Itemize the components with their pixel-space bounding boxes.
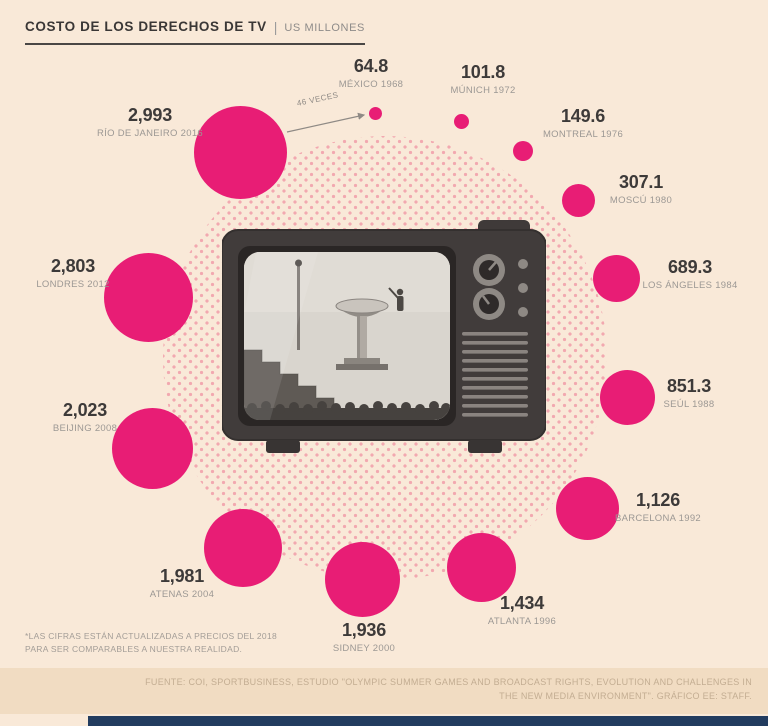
source-text: FUENTE: COI, SPORTBUSINESS, ESTUDIO "OLY… xyxy=(145,677,752,701)
bubble-label-moscu-1980: 307.1 MOSCÚ 1980 xyxy=(571,173,711,206)
bubble-value: 1,981 xyxy=(159,566,205,586)
tv-knob-lower xyxy=(473,288,505,320)
tv-knob-upper xyxy=(473,254,505,286)
bubble-city: MÚNICH 1972 xyxy=(450,84,516,96)
footnote: *LAS CIFRAS ESTÁN ACTUALIZADAS A PRECIOS… xyxy=(25,630,277,656)
bubble-los-angeles-1984 xyxy=(593,255,640,302)
bubble-city: BARCELONA 1992 xyxy=(614,512,702,524)
footnote-line2: PARA SER COMPARABLES A NUESTRA REALIDAD. xyxy=(25,644,243,655)
bubble-montreal-1976 xyxy=(513,141,533,161)
bubble-label-mexico-1968: 64.8 MÉXICO 1968 xyxy=(301,57,441,90)
bottom-bar xyxy=(88,716,768,726)
bubble-city: SIDNEY 2000 xyxy=(332,642,396,654)
bubble-city: RÍO DE JANEIRO 2016 xyxy=(96,127,203,139)
bubble-value: 101.8 xyxy=(460,62,506,82)
bubble-label-atenas-2004: 1,981 ATENAS 2004 xyxy=(112,567,252,600)
bubble-city: LOS ÁNGELES 1984 xyxy=(642,279,738,291)
chart-header: COSTO DE LOS DERECHOS DE TV | US MILLONES xyxy=(25,18,365,45)
bubble-label-munich-1972: 101.8 MÚNICH 1972 xyxy=(413,63,553,96)
bubble-value: 307.1 xyxy=(618,172,664,192)
tv-foot-left xyxy=(266,440,300,453)
bubble-value: 851.3 xyxy=(666,376,712,396)
bubble-city: ATLANTA 1996 xyxy=(487,615,557,627)
bubble-sidney-2000 xyxy=(325,542,400,617)
bubble-rio-2016 xyxy=(194,106,287,199)
footnote-line1: *LAS CIFRAS ESTÁN ACTUALIZADAS A PRECIOS… xyxy=(25,631,277,641)
bubble-seul-1988 xyxy=(600,370,655,425)
bubble-value: 1,434 xyxy=(499,593,545,613)
bubble-value: 149.6 xyxy=(560,106,606,126)
bubble-value: 2,993 xyxy=(127,105,173,125)
bubble-city: MOSCÚ 1980 xyxy=(609,194,673,206)
bubble-value: 2,803 xyxy=(50,256,96,276)
bubble-value: 2,023 xyxy=(62,400,108,420)
bubble-label-seul-1988: 851.3 SEÚL 1988 xyxy=(619,377,759,410)
chart-subtitle: US MILLONES xyxy=(284,22,365,34)
bubble-city: MÉXICO 1968 xyxy=(338,78,404,90)
bubble-moscu-1980 xyxy=(562,184,595,217)
bubble-label-londres-2012: 2,803 LONDRES 2012 xyxy=(3,257,143,290)
bubble-londres-2012 xyxy=(104,253,193,342)
footer-band: FUENTE: COI, SPORTBUSINESS, ESTUDIO "OLY… xyxy=(0,668,768,714)
bubble-label-sidney-2000: 1,936 SIDNEY 2000 xyxy=(294,621,434,654)
bubble-label-beijing-2008: 2,023 BEIJING 2008 xyxy=(15,401,155,434)
bubble-atenas-2004 xyxy=(204,509,282,587)
bubble-value: 1,936 xyxy=(341,620,387,640)
bubble-beijing-2008 xyxy=(112,408,193,489)
bubble-label-los-angeles-1984: 689.3 LOS ÁNGELES 1984 xyxy=(620,258,760,291)
bubble-atlanta-1996 xyxy=(447,533,516,602)
bubble-label-atlanta-1996: 1,434 ATLANTA 1996 xyxy=(452,594,592,627)
bubble-mexico-1968 xyxy=(369,107,382,120)
bubble-city: LONDRES 2012 xyxy=(36,278,110,290)
header-divider: | xyxy=(273,19,278,35)
bubble-city: BEIJING 2008 xyxy=(52,422,118,434)
bubble-city: MONTREAL 1976 xyxy=(542,128,624,140)
bubble-barcelona-1992 xyxy=(556,477,619,540)
bubble-value: 1,126 xyxy=(635,490,681,510)
bubble-value: 689.3 xyxy=(667,257,713,277)
bubble-value: 64.8 xyxy=(353,56,389,76)
bubble-label-montreal-1976: 149.6 MONTREAL 1976 xyxy=(513,107,653,140)
tv-foot-right xyxy=(468,440,502,453)
bubble-munich-1972 xyxy=(454,114,469,129)
tv-side-buttons xyxy=(518,259,528,317)
bubble-label-rio-2016: 2,993 RÍO DE JANEIRO 2016 xyxy=(75,106,225,139)
bubble-city: SEÚL 1988 xyxy=(663,398,715,410)
arrow-icon xyxy=(286,112,366,133)
bubble-city: ATENAS 2004 xyxy=(149,588,215,600)
tv-screen-scene xyxy=(244,252,450,420)
bubble-label-barcelona-1992: 1,126 BARCELONA 1992 xyxy=(588,491,728,524)
chart-title: COSTO DE LOS DERECHOS DE TV xyxy=(25,19,267,34)
tv-illustration xyxy=(222,220,546,453)
tv-speaker-grille xyxy=(462,332,528,417)
